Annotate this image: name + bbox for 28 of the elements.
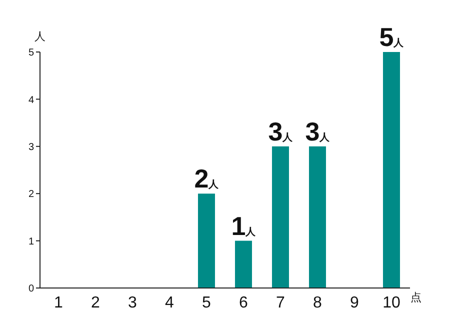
- bar: [234, 240, 252, 288]
- y-tick-label: 0: [28, 284, 34, 295]
- x-tick-label: 6: [239, 294, 248, 312]
- y-tick-label: 3: [28, 142, 34, 153]
- data-label: 2人: [194, 164, 220, 194]
- x-tick-label: 9: [350, 294, 360, 312]
- y-tick-label: 1: [28, 236, 34, 248]
- data-label: 5人: [379, 22, 405, 52]
- x-tick-label: 4: [165, 294, 174, 312]
- bar: [308, 146, 326, 288]
- x-tick-label: 10: [382, 294, 400, 312]
- x-tick-label: 7: [276, 294, 286, 312]
- x-tick-label: 3: [128, 294, 138, 312]
- y-tick-label: 2: [28, 189, 34, 200]
- y-axis-title: 人: [34, 31, 46, 43]
- x-tick-label: 2: [91, 294, 100, 312]
- bar: [198, 194, 215, 288]
- x-axis-title: 点: [410, 291, 422, 304]
- bar: [272, 146, 289, 288]
- data-label: 3人: [305, 116, 331, 146]
- x-tick-label: 5: [202, 294, 212, 312]
- data-label: 1人: [231, 210, 257, 241]
- y-tick-label: 5: [28, 48, 34, 59]
- x-tick-label: 8: [313, 294, 322, 312]
- x-tick-label: 1: [54, 294, 64, 312]
- y-tick-label: 4: [28, 94, 34, 106]
- data-label: 3人: [268, 116, 294, 146]
- bar: [382, 52, 400, 288]
